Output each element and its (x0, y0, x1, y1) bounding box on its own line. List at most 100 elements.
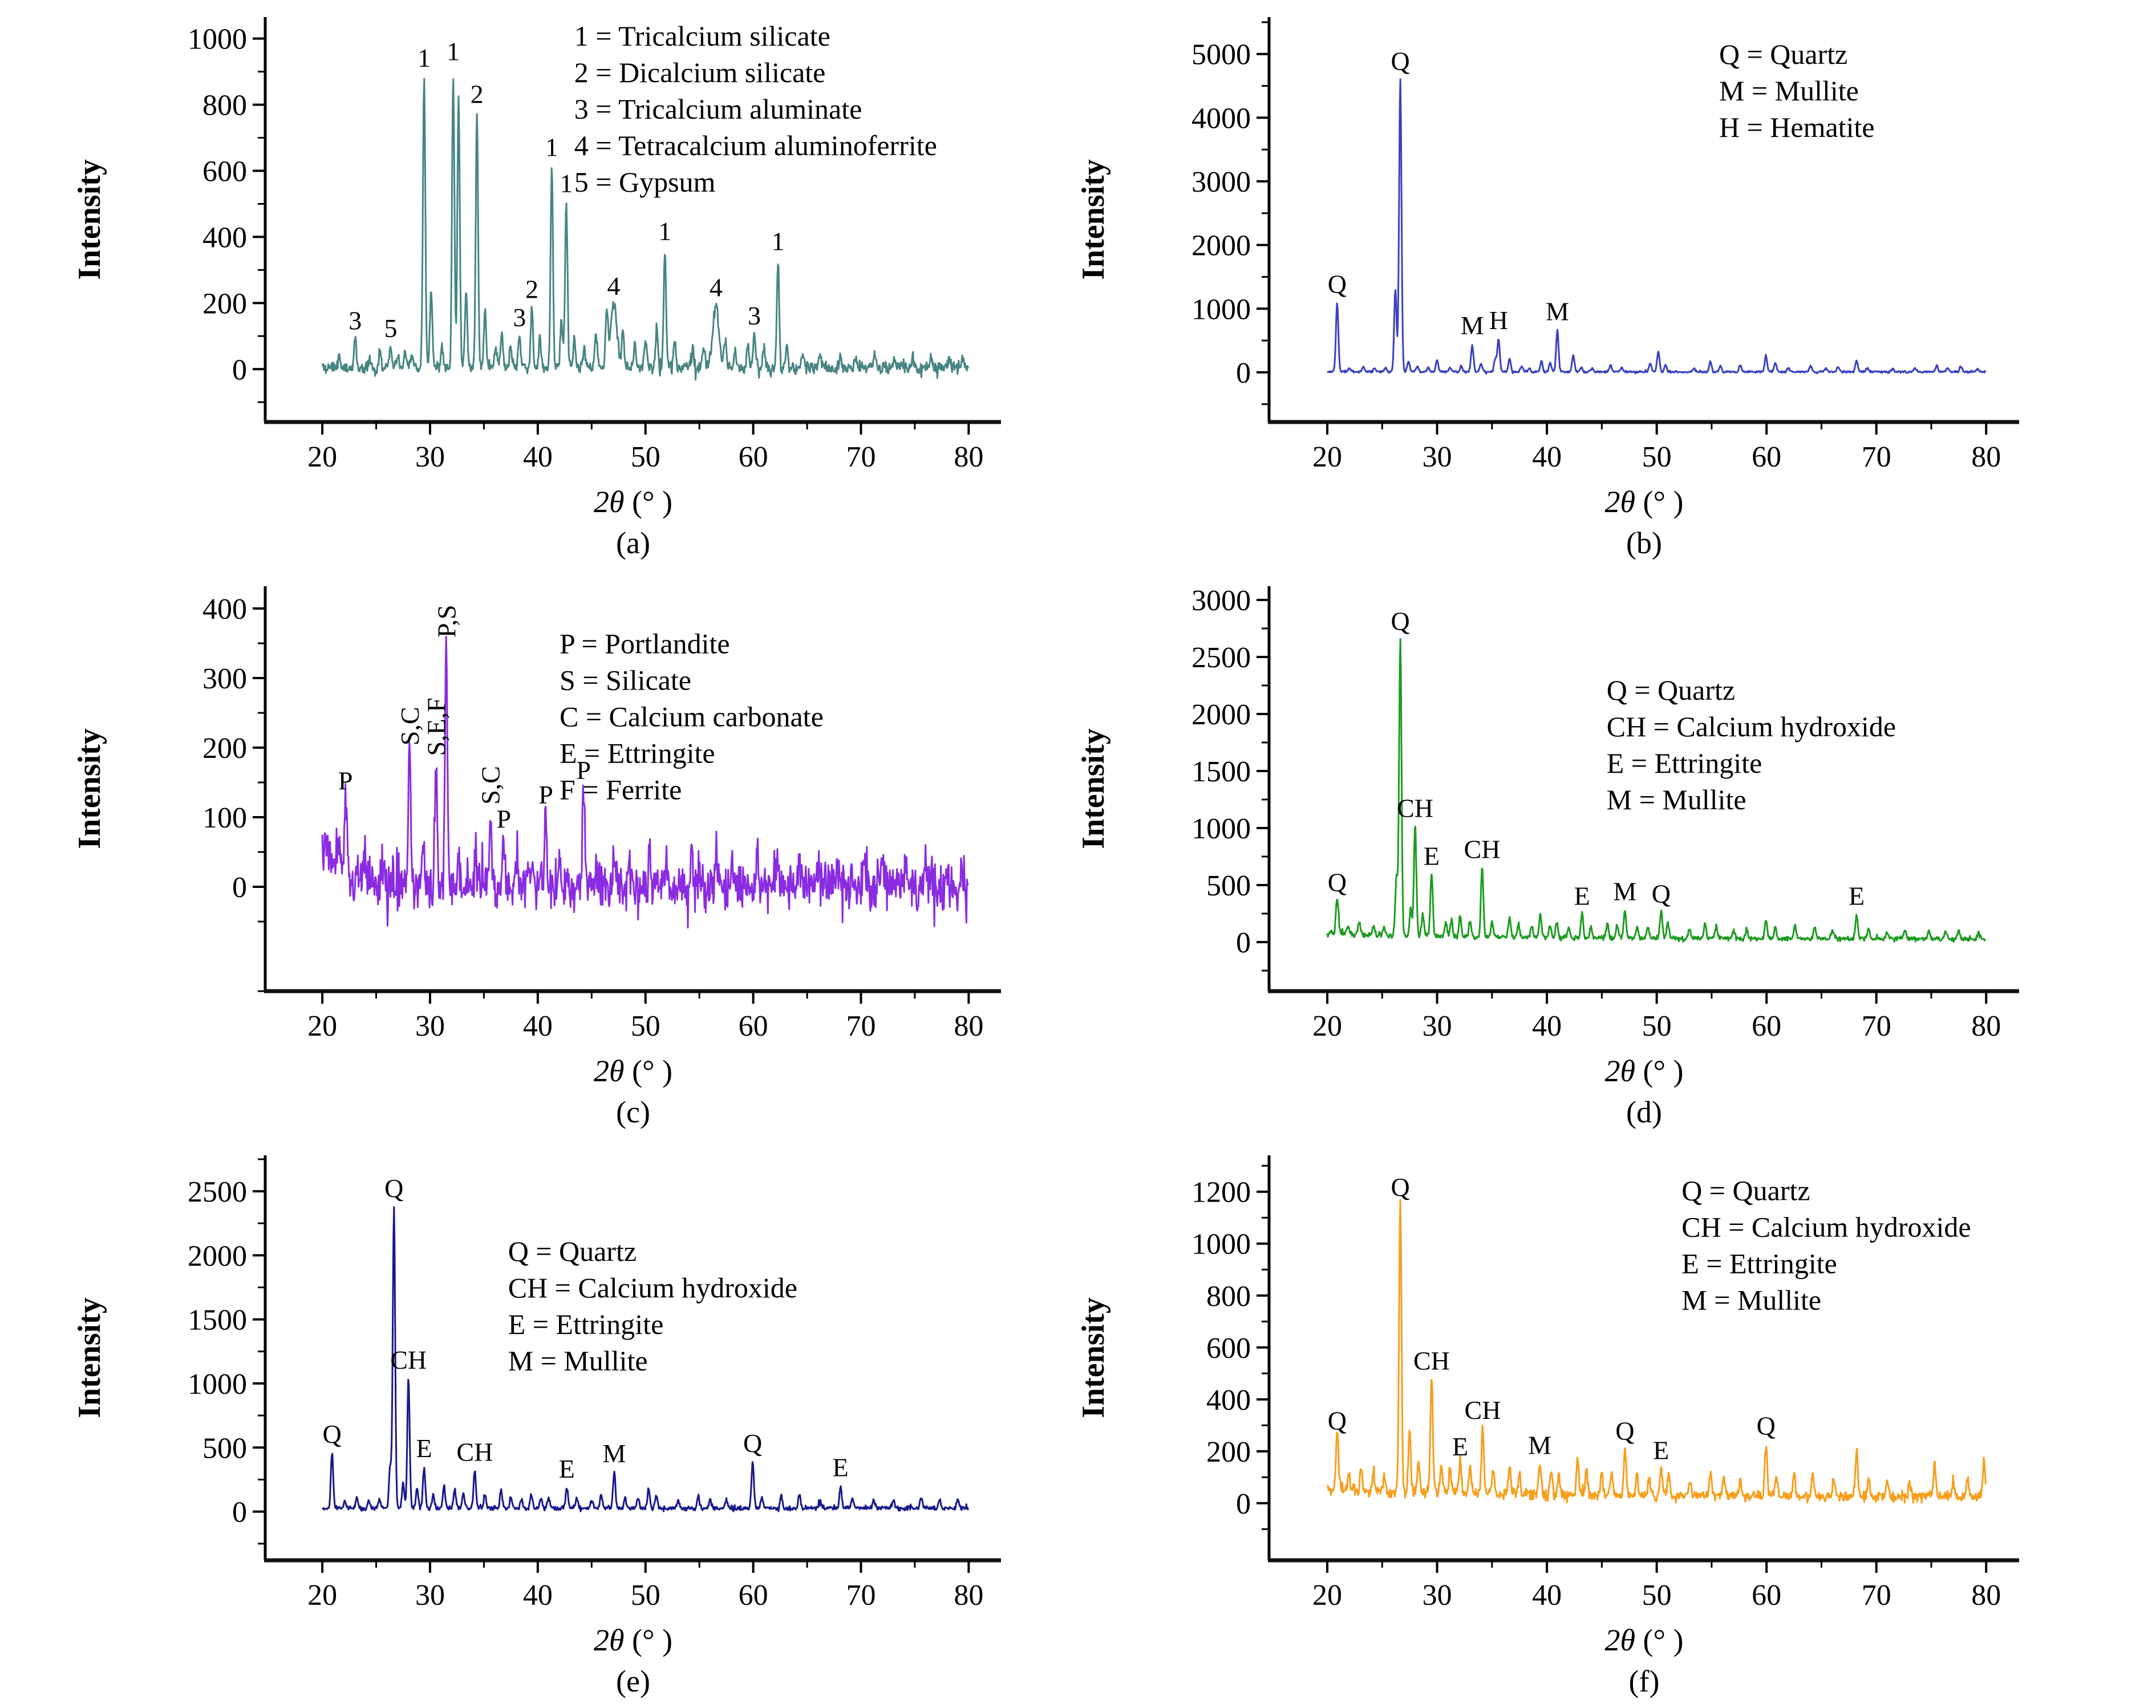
y-tick-label: 200 (202, 732, 247, 765)
panel-a: 20 30 40 50 60 70 80 0 200 400 600 800 1000 3 5 1 1 2 3 2 1 1… (0, 0, 1078, 569)
x-tick-label: 50 (1642, 1010, 1672, 1042)
y-tick-label: 1000 (1192, 813, 1251, 845)
xrd-trace (321, 636, 969, 929)
y-axis-title: Intensity (1078, 1297, 1111, 1418)
x-axis-title-unit: (° ) (624, 1623, 672, 1657)
peak-label: 2 (471, 80, 484, 109)
chart-f: 20 30 40 50 60 70 80020040060080010001200QQCHE… (1078, 1155, 2019, 1698)
chart-c: 20 30 40 50 60 70 800100200300400PS,CS,E,FP,SS… (72, 586, 1001, 1129)
y-axis-title: Intensity (1078, 159, 1111, 280)
legend-line: CH = Calcium hydroxide (508, 1272, 797, 1304)
legend-line: CH = Calcium hydroxide (1607, 711, 1896, 743)
x-axis-title-symbol: 2θ (1604, 1054, 1635, 1088)
x-axis-title-symbol: 2θ (1604, 1623, 1635, 1657)
peak-label: Q (322, 1419, 341, 1449)
x-tick-label: 50 (631, 1579, 660, 1612)
peak-label: 1 (560, 169, 573, 198)
xrd-trace (1327, 78, 1987, 375)
x-tick-label: 40 (1532, 1579, 1562, 1612)
x-tick-label: 80 (954, 1010, 983, 1042)
x-tick-label: 40 (523, 441, 553, 473)
y-tick-label: 0 (232, 1496, 247, 1529)
y-tick-label: 1500 (188, 1304, 247, 1337)
y-tick-label: 800 (202, 90, 247, 122)
peak-label: Q (1391, 47, 1409, 76)
x-tick-label: 80 (1971, 1010, 2001, 1042)
legend-line: C = Calcium carbonate (560, 700, 824, 732)
y-tick-label: 600 (1206, 1332, 1251, 1365)
peak-label: S,C (395, 707, 424, 745)
panel-caption: (b) (1626, 526, 1662, 560)
peak-label: Q (1615, 1417, 1634, 1446)
x-tick-label: 40 (1532, 441, 1562, 473)
y-tick-label: 1000 (1192, 1228, 1251, 1261)
x-tick-label: 70 (1862, 441, 1891, 473)
x-tick-label: 80 (954, 1579, 983, 1612)
y-tick-label: 1000 (188, 1368, 247, 1401)
x-tick-label: 40 (1532, 1010, 1562, 1042)
x-tick-label: 50 (631, 441, 660, 473)
y-tick-label: 1000 (188, 23, 247, 56)
y-tick-label: 0 (232, 354, 247, 386)
legend-line: Q = Quartz (508, 1235, 637, 1267)
panel-caption: (a) (616, 526, 650, 560)
legend-line: E = Ettringite (560, 737, 715, 769)
legend-line: CH = Calcium hydroxide (1681, 1211, 1971, 1243)
y-axis-title: Intensity (72, 1297, 107, 1418)
y-axis-title: Intensity (72, 728, 107, 849)
peak-label: 2 (525, 275, 538, 304)
x-tick-label: 20 (307, 1579, 337, 1612)
x-tick-label: 60 (739, 1010, 768, 1042)
peak-label: 1 (545, 132, 558, 161)
panel-caption: (c) (616, 1095, 650, 1129)
peak-label: E (1574, 881, 1590, 910)
peak-label: H (1489, 306, 1508, 335)
x-tick-label: 20 (307, 441, 337, 473)
x-tick-label: 70 (1862, 1579, 1891, 1612)
x-axis-title: 2θ (° ) (594, 1623, 672, 1657)
x-axis-title-unit: (° ) (624, 1054, 672, 1088)
y-tick-label: 400 (202, 593, 247, 626)
legend-line: E = Ettringite (1607, 747, 1762, 779)
peak-label: CH (1465, 1395, 1501, 1425)
x-tick-label: 30 (1423, 1010, 1452, 1042)
x-tick-label: 40 (523, 1579, 553, 1612)
x-axis-title: 2θ (° ) (1604, 1054, 1683, 1088)
peak-label: Q (1757, 1411, 1776, 1440)
y-tick-label: 0 (1236, 927, 1251, 959)
peak-label: M (1546, 297, 1569, 326)
y-tick-label: 0 (1236, 357, 1251, 390)
peak-label: S,C (476, 766, 505, 805)
legend-line: Q = Quartz (1681, 1174, 1810, 1206)
x-tick-label: 50 (1642, 441, 1672, 473)
peak-label: M (1528, 1431, 1551, 1460)
y-tick-label: 2000 (188, 1240, 247, 1272)
x-axis-title-symbol: 2θ (1604, 485, 1635, 519)
peak-label: 4 (607, 271, 621, 301)
x-axis-title: 2θ (° ) (594, 1054, 672, 1088)
xrd-trace (1326, 638, 1987, 943)
peak-label: Q (1328, 867, 1347, 896)
peak-label: E (416, 1434, 432, 1463)
x-tick-label: 30 (415, 441, 445, 473)
peak-label: CH (1397, 793, 1433, 822)
peak-label: P (538, 780, 553, 809)
peak-label: M (602, 1439, 626, 1468)
peak-label: P (576, 756, 591, 785)
peak-label: P (497, 805, 512, 834)
legend-line: S = Silicate (560, 664, 691, 696)
x-tick-label: 70 (1862, 1010, 1891, 1042)
y-tick-label: 1000 (1192, 293, 1251, 326)
x-tick-label: 70 (846, 1579, 876, 1612)
peak-label: Q (1328, 1406, 1347, 1435)
peak-label: 1 (772, 227, 785, 256)
x-tick-label: 40 (523, 1010, 553, 1042)
x-axis-title-unit: (° ) (1635, 485, 1684, 519)
peak-label: E (833, 1453, 849, 1482)
peak-label: 5 (384, 314, 398, 343)
peak-label: Q (1328, 269, 1347, 298)
y-tick-label: 500 (202, 1432, 247, 1464)
